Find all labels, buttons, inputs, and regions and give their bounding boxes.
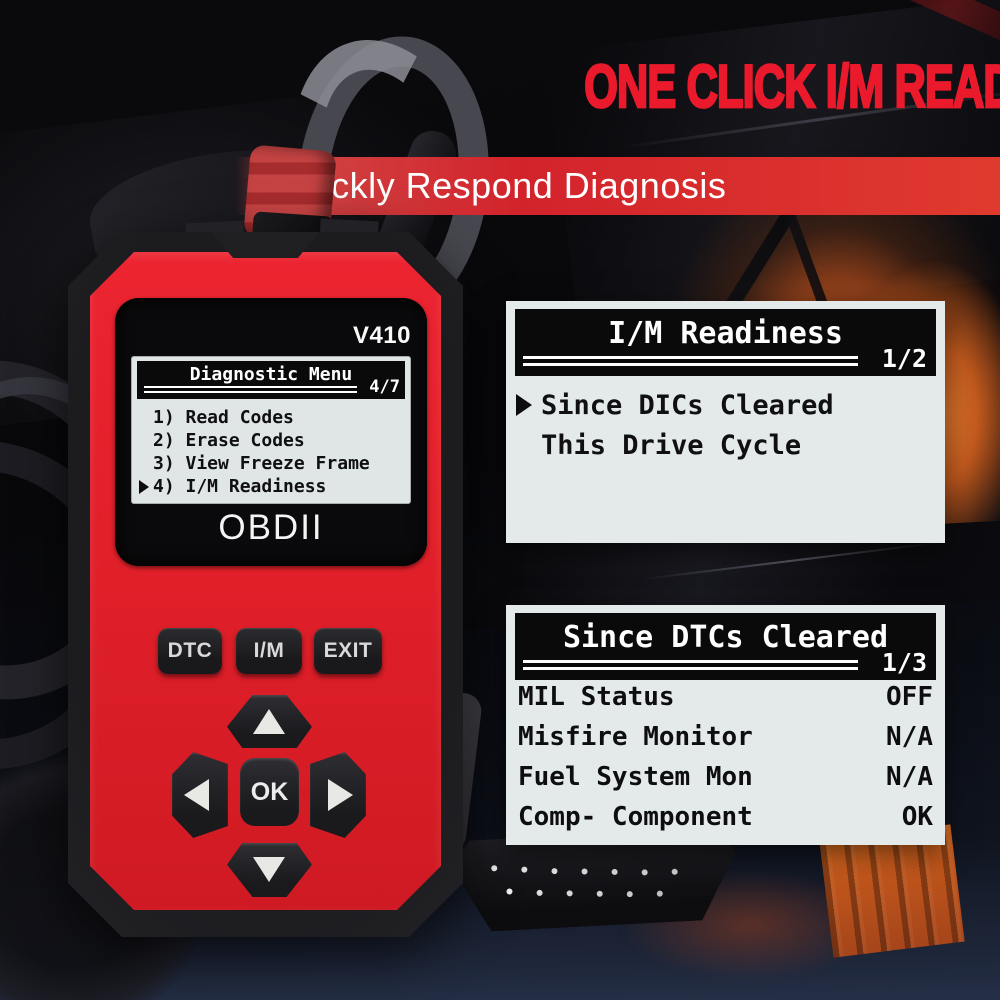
menu-item-read-codes: 1) Read Codes bbox=[153, 407, 294, 428]
panel-title: I/M Readiness bbox=[608, 316, 843, 351]
panel-header-bar: Since DTCs Cleared 1/3 bbox=[515, 613, 936, 680]
row-value: N/A bbox=[886, 722, 933, 752]
obd-scanner-device: V410 Diagnostic Menu 4/7 1) Read Codes 2… bbox=[68, 218, 463, 937]
header-divider-lines bbox=[523, 660, 858, 670]
since-dtcs-cleared-screen-panel: Since DTCs Cleared 1/3 MIL Status OFF Mis… bbox=[506, 605, 945, 845]
left-arrow-icon bbox=[184, 779, 209, 811]
readiness-option-list: Since DICs Cleared This Drive Cycle bbox=[516, 385, 933, 465]
selection-arrow-icon bbox=[139, 479, 149, 494]
lcd-header-bar: Diagnostic Menu 4/7 bbox=[137, 361, 405, 399]
table-row: MIL Status OFF bbox=[518, 677, 933, 717]
lcd-screen-title: Diagnostic Menu bbox=[189, 364, 353, 385]
device-lcd-screen: Diagnostic Menu 4/7 1) Read Codes 2) Era… bbox=[131, 356, 411, 504]
lcd-page-indicator: 4/7 bbox=[369, 377, 400, 397]
down-arrow-icon bbox=[253, 857, 285, 882]
im-button[interactable]: I/M bbox=[236, 628, 302, 674]
lcd-menu-list: 1) Read Codes 2) Erase Codes 3) View Fre… bbox=[139, 406, 409, 498]
table-row: Fuel System Mon N/A bbox=[518, 757, 933, 797]
right-arrow-icon bbox=[328, 779, 353, 811]
panel-page-indicator: 1/3 bbox=[881, 648, 927, 677]
row-label: Fuel System Mon bbox=[518, 762, 753, 792]
status-table: MIL Status OFF Misfire Monitor N/A Fuel Sy… bbox=[518, 677, 933, 837]
option-this-drive-cycle: This Drive Cycle bbox=[541, 429, 802, 461]
menu-item-view-freeze-frame: 3) View Freeze Frame bbox=[153, 453, 370, 474]
header-divider-lines bbox=[144, 386, 357, 393]
connector-pins-row bbox=[506, 888, 512, 894]
im-readiness-screen-panel: I/M Readiness 1/2 Since DICs Cleared Thi… bbox=[506, 301, 945, 543]
banner-text: Quickly Respond Diagnosis bbox=[273, 165, 727, 206]
panel-page-indicator: 1/2 bbox=[881, 344, 927, 373]
row-value: OK bbox=[901, 802, 933, 832]
panel-title: Since DTCs Cleared bbox=[562, 620, 889, 655]
row-label: Comp- Component bbox=[518, 802, 753, 832]
row-label: MIL Status bbox=[518, 682, 675, 712]
device-screen-bezel: V410 Diagnostic Menu 4/7 1) Read Codes 2… bbox=[115, 298, 427, 566]
menu-item-erase-codes: 2) Erase Codes bbox=[153, 430, 305, 451]
device-brand-label: OBDII bbox=[218, 508, 324, 547]
connector-pins-row bbox=[491, 865, 497, 871]
row-value: OFF bbox=[886, 682, 933, 712]
option-since-dics-cleared-selected: Since DICs Cleared bbox=[516, 385, 933, 425]
panel-header-bar: I/M Readiness 1/2 bbox=[515, 309, 936, 376]
table-row: Misfire Monitor N/A bbox=[518, 717, 933, 757]
right-arrow-button[interactable] bbox=[310, 752, 366, 838]
exit-button[interactable]: EXIT bbox=[314, 628, 382, 674]
selection-arrow-icon bbox=[516, 394, 532, 416]
table-row: Comp- Component OK bbox=[518, 797, 933, 837]
device-model-label: V410 bbox=[352, 322, 411, 349]
menu-item-im-readiness-selected: 4) I/M Readiness bbox=[139, 475, 409, 498]
row-label: Misfire Monitor bbox=[518, 722, 753, 752]
header-divider-lines bbox=[523, 356, 858, 366]
banner-ribbon bbox=[0, 157, 1000, 215]
dtc-button[interactable]: DTC bbox=[158, 628, 222, 674]
left-arrow-button[interactable] bbox=[172, 752, 228, 838]
row-value: N/A bbox=[886, 762, 933, 792]
up-arrow-icon bbox=[253, 709, 285, 734]
ok-button[interactable]: OK bbox=[240, 758, 299, 826]
